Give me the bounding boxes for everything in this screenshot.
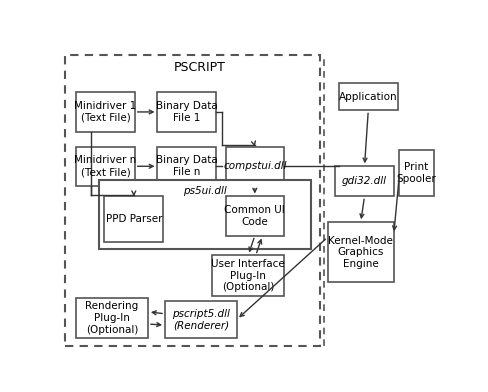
FancyBboxPatch shape <box>104 196 163 242</box>
Text: PSCRIPT: PSCRIPT <box>174 61 226 74</box>
FancyBboxPatch shape <box>225 196 284 236</box>
Text: Application: Application <box>339 92 398 102</box>
Text: Print
Spooler: Print Spooler <box>397 162 436 184</box>
Text: Common UI
Code: Common UI Code <box>224 205 285 227</box>
Text: Minidriver 1
(Text File): Minidriver 1 (Text File) <box>74 101 137 123</box>
Text: Minidriver n
(Text File): Minidriver n (Text File) <box>74 156 137 177</box>
FancyBboxPatch shape <box>339 83 398 111</box>
Text: Binary Data
File 1: Binary Data File 1 <box>156 101 218 123</box>
FancyBboxPatch shape <box>400 150 433 196</box>
FancyBboxPatch shape <box>225 147 284 186</box>
Text: compstui.dll: compstui.dll <box>223 161 286 171</box>
FancyBboxPatch shape <box>212 255 284 296</box>
FancyBboxPatch shape <box>158 93 216 132</box>
FancyBboxPatch shape <box>165 301 237 338</box>
FancyBboxPatch shape <box>76 147 135 186</box>
Text: Rendering
Plug-In
(Optional): Rendering Plug-In (Optional) <box>85 301 139 334</box>
Text: Kernel-Mode
Graphics
Engine: Kernel-Mode Graphics Engine <box>328 236 393 269</box>
Text: gdi32.dll: gdi32.dll <box>342 176 387 186</box>
Text: pscript5.dll
(Renderer): pscript5.dll (Renderer) <box>172 309 230 330</box>
Text: Binary Data
File n: Binary Data File n <box>156 156 218 177</box>
FancyBboxPatch shape <box>158 147 216 186</box>
FancyBboxPatch shape <box>76 298 148 338</box>
FancyBboxPatch shape <box>327 222 394 283</box>
FancyBboxPatch shape <box>99 180 310 249</box>
Text: User Interface
Plug-In
(Optional): User Interface Plug-In (Optional) <box>211 259 285 292</box>
FancyBboxPatch shape <box>65 54 320 346</box>
FancyBboxPatch shape <box>335 166 394 196</box>
FancyBboxPatch shape <box>76 93 135 132</box>
Text: PPD Parser: PPD Parser <box>105 214 162 224</box>
Text: ps5ui.dll: ps5ui.dll <box>183 187 226 196</box>
